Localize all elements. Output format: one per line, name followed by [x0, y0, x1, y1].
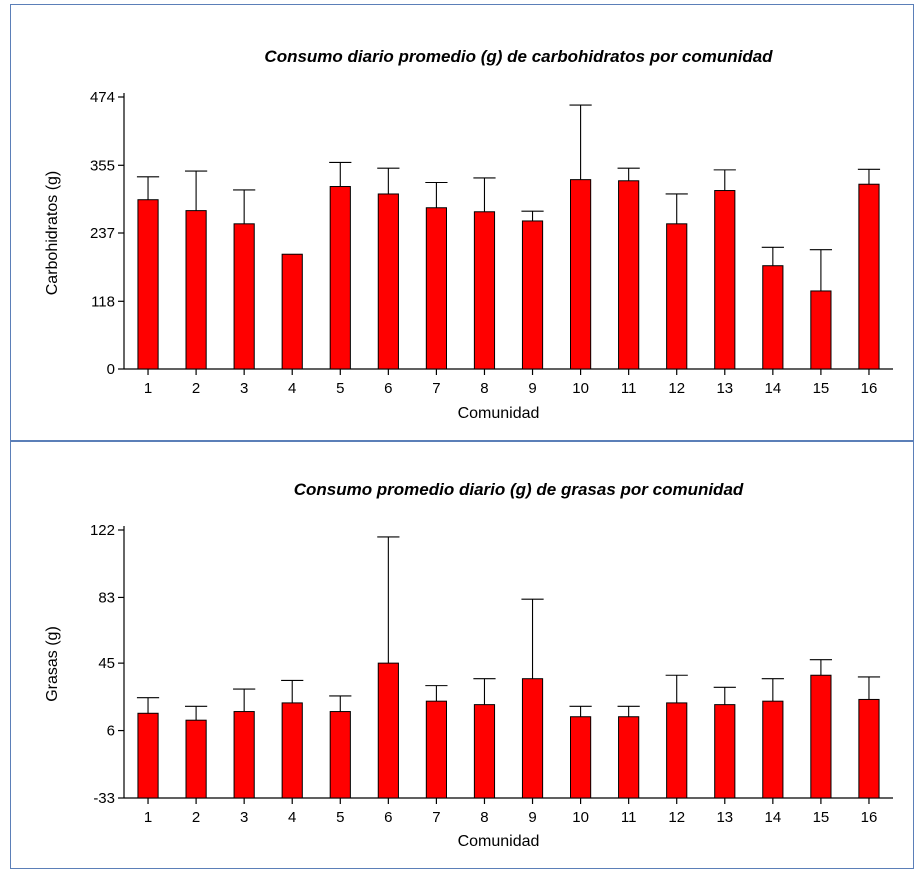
- bar: [233, 711, 255, 799]
- x-tick-label: 3: [240, 809, 248, 826]
- x-tick-label: 9: [528, 809, 536, 826]
- chart-title: Consumo promedio diario (g) de grasas po…: [294, 480, 744, 499]
- x-tick-label: 15: [813, 809, 830, 826]
- chart-title: Consumo diario promedio (g) de carbohidr…: [264, 47, 773, 66]
- x-tick-label: 2: [192, 380, 200, 397]
- y-axis-label: Grasas (g): [44, 626, 61, 702]
- x-tick-label: 5: [336, 809, 344, 826]
- bar: [473, 211, 496, 370]
- bar: [185, 719, 207, 799]
- x-axis-label: Comunidad: [458, 405, 540, 422]
- bar: [425, 207, 447, 370]
- x-tick-label: 14: [765, 809, 782, 826]
- x-tick-label: 7: [432, 809, 440, 826]
- x-tick-label: 5: [336, 380, 344, 397]
- y-axis-label: Carbohidratos (g): [44, 171, 61, 296]
- x-tick-label: 4: [288, 380, 296, 397]
- y-tick-label: -33: [93, 790, 115, 807]
- y-tick-label: 45: [98, 655, 115, 672]
- y-tick-label: 355: [90, 157, 115, 174]
- x-tick-label: 2: [192, 809, 200, 826]
- x-tick-label: 7: [432, 380, 440, 397]
- bar: [473, 704, 496, 799]
- x-tick-label: 8: [480, 380, 488, 397]
- bar: [762, 700, 784, 799]
- x-tick-label: 16: [861, 809, 878, 826]
- bar: [377, 193, 399, 370]
- bar: [377, 662, 399, 799]
- y-tick-label: 118: [91, 293, 115, 310]
- x-tick-label: 11: [621, 380, 637, 397]
- bar: [233, 223, 255, 370]
- x-tick-label: 1: [144, 809, 152, 826]
- bar: [810, 674, 832, 799]
- y-tick-label: 83: [98, 589, 115, 606]
- bar: [762, 265, 784, 370]
- bar: [570, 179, 592, 370]
- bar: [714, 190, 736, 370]
- x-tick-label: 6: [384, 380, 392, 397]
- bar: [137, 199, 159, 370]
- x-tick-label: 15: [813, 380, 830, 397]
- bar: [810, 290, 832, 370]
- fats-bar-chart: Consumo promedio diario (g) de grasas po…: [44, 480, 893, 850]
- bar: [329, 186, 351, 370]
- bar: [329, 711, 351, 799]
- x-tick-label: 1: [144, 380, 152, 397]
- x-tick-label: 13: [716, 380, 733, 397]
- y-tick-label: 122: [90, 522, 115, 539]
- x-tick-label: 13: [716, 809, 733, 826]
- x-tick-label: 4: [288, 809, 296, 826]
- bar: [858, 183, 880, 370]
- bar: [666, 702, 688, 799]
- bar: [425, 700, 447, 799]
- bar: [858, 698, 880, 799]
- bar: [137, 712, 159, 799]
- bar: [618, 180, 640, 370]
- bar: [618, 716, 640, 799]
- bar: [521, 220, 544, 370]
- y-tick-label: 237: [90, 225, 115, 242]
- y-tick-label: 474: [90, 89, 115, 106]
- carbohydrates-chart-panel: Consumo diario promedio (g) de carbohidr…: [10, 4, 914, 441]
- bar: [666, 223, 688, 370]
- x-tick-label: 12: [668, 809, 685, 826]
- x-axis-label: Comunidad: [458, 833, 540, 850]
- x-tick-label: 8: [480, 809, 488, 826]
- bar: [521, 678, 544, 799]
- carbohydrates-bar-chart: Consumo diario promedio (g) de carbohidr…: [44, 47, 893, 422]
- x-tick-label: 12: [668, 380, 685, 397]
- bar: [185, 210, 207, 370]
- x-tick-label: 6: [384, 809, 392, 826]
- bar: [570, 716, 592, 799]
- x-tick-label: 16: [861, 380, 878, 397]
- x-tick-label: 9: [528, 380, 536, 397]
- x-tick-label: 10: [572, 380, 589, 397]
- y-tick-label: 0: [107, 361, 115, 378]
- bar: [281, 702, 303, 799]
- y-tick-label: 6: [107, 723, 115, 740]
- bar: [714, 704, 736, 799]
- fats-chart-panel: Consumo promedio diario (g) de grasas po…: [10, 441, 914, 869]
- x-tick-label: 10: [572, 809, 589, 826]
- x-tick-label: 3: [240, 380, 248, 397]
- x-tick-label: 11: [621, 809, 637, 826]
- bar: [281, 253, 303, 370]
- x-tick-label: 14: [765, 380, 782, 397]
